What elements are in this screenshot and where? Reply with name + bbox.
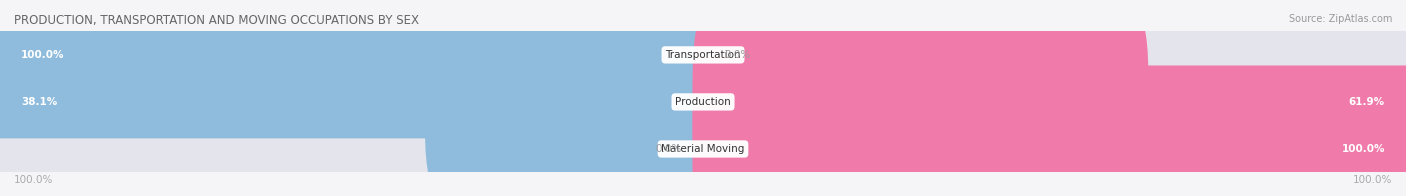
Text: Transportation: Transportation (665, 50, 741, 60)
Text: 0.0%: 0.0% (655, 144, 682, 154)
Text: 0.0%: 0.0% (724, 50, 751, 60)
FancyBboxPatch shape (425, 18, 713, 185)
Text: 100.0%: 100.0% (21, 50, 65, 60)
Text: PRODUCTION, TRANSPORTATION AND MOVING OCCUPATIONS BY SEX: PRODUCTION, TRANSPORTATION AND MOVING OC… (14, 14, 419, 27)
FancyBboxPatch shape (0, 0, 1406, 165)
Text: Production: Production (675, 97, 731, 107)
FancyBboxPatch shape (693, 18, 1149, 185)
Text: 100.0%: 100.0% (1353, 175, 1392, 185)
Text: Material Moving: Material Moving (661, 144, 745, 154)
Text: Source: ZipAtlas.com: Source: ZipAtlas.com (1288, 14, 1392, 24)
FancyBboxPatch shape (0, 39, 1406, 196)
FancyBboxPatch shape (0, 0, 713, 138)
FancyBboxPatch shape (693, 65, 1406, 196)
Text: 38.1%: 38.1% (21, 97, 58, 107)
Text: 100.0%: 100.0% (1341, 144, 1385, 154)
Text: 100.0%: 100.0% (14, 175, 53, 185)
Text: 61.9%: 61.9% (1348, 97, 1385, 107)
